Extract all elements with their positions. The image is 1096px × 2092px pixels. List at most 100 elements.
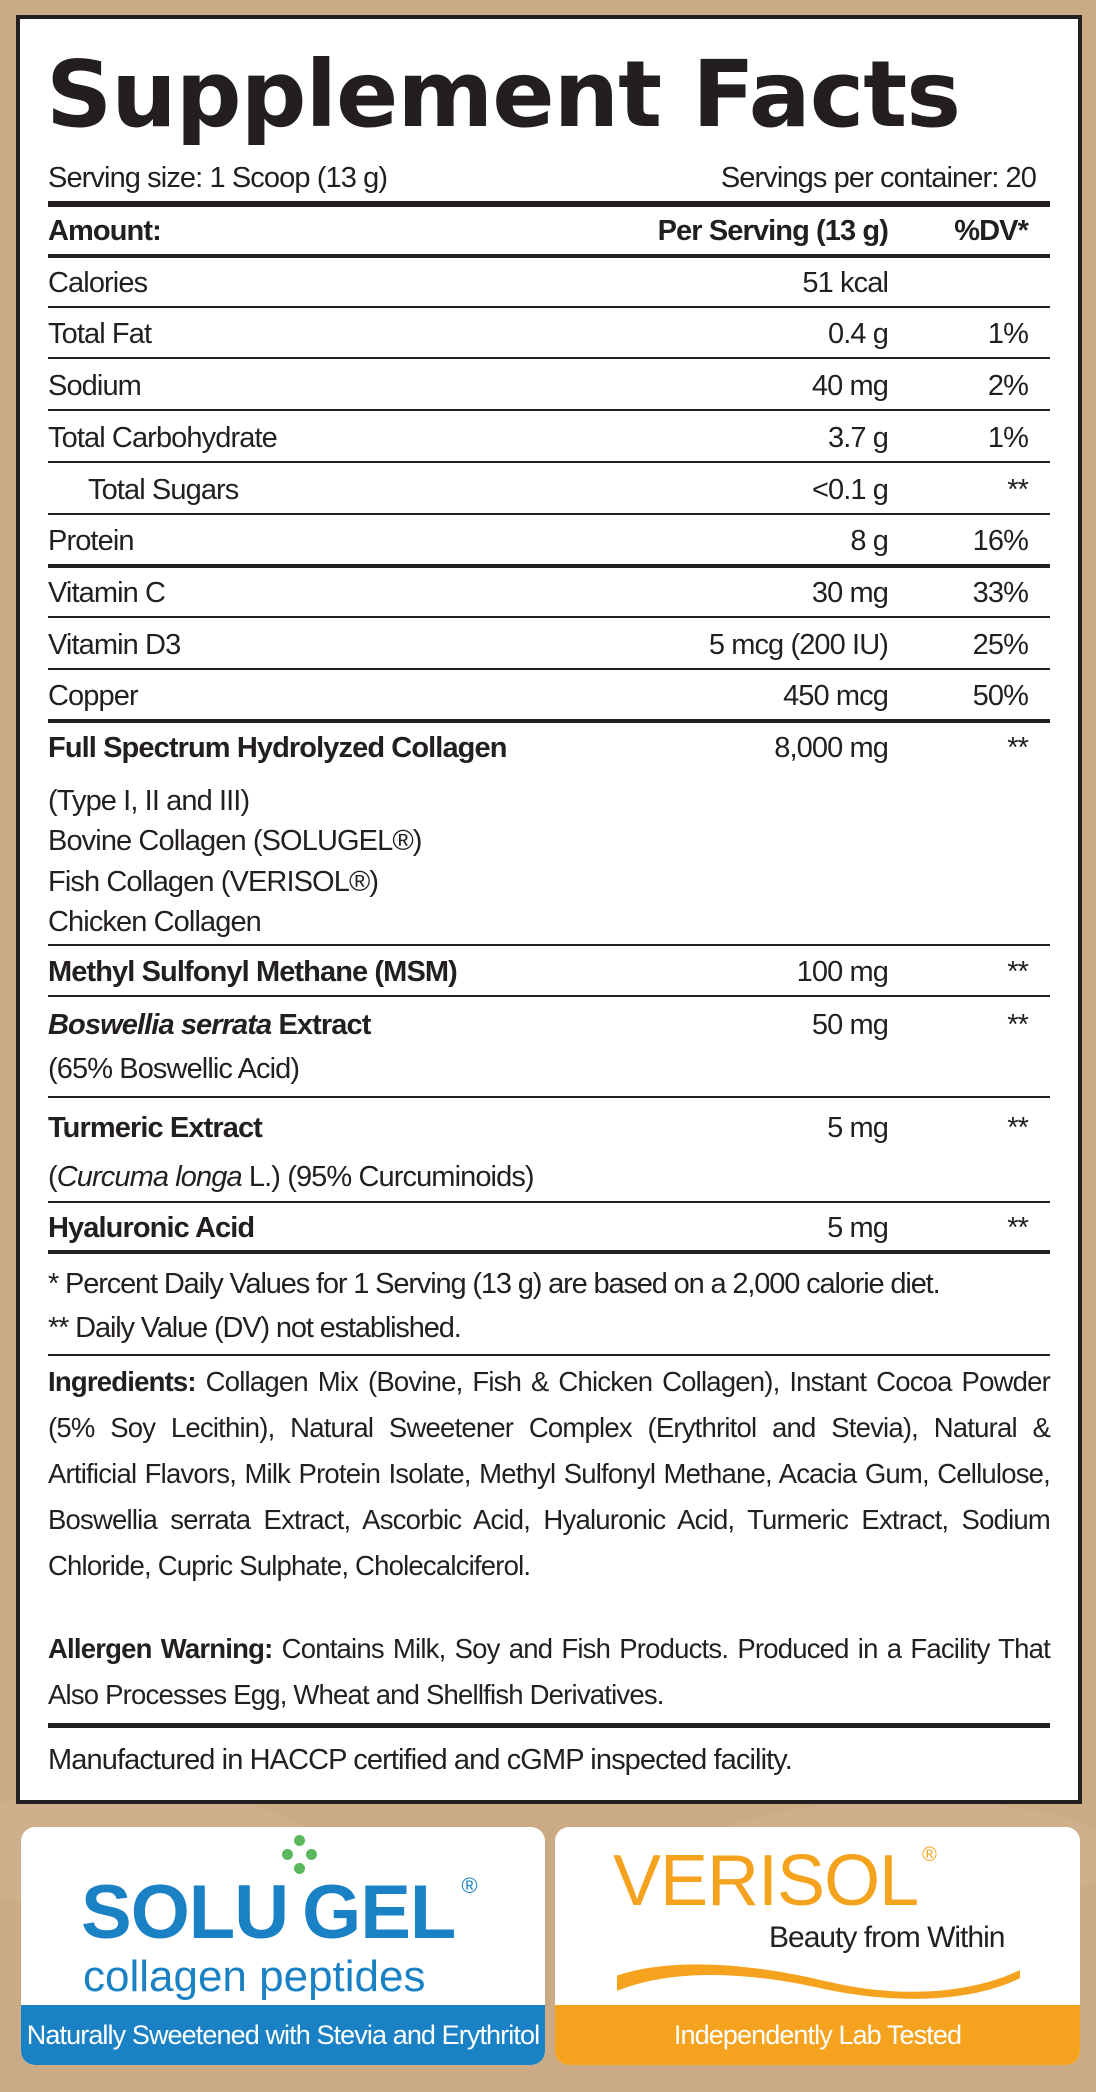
sub-ingredient: Chicken Collagen [48, 906, 262, 938]
amount-per-serving: 450 mcg [783, 680, 889, 712]
sub-ingredient-post: L.) (95% Curcuminoids) [241, 1161, 535, 1193]
serving-size: Serving size: 1 Scoop (13 g) [48, 162, 388, 194]
label-italic: Boswellia serrata [48, 1009, 272, 1041]
daily-value: ** [1007, 474, 1029, 506]
solugel-logo-right: GEL [302, 1870, 456, 1955]
daily-value: 33% [972, 577, 1029, 609]
sub-ingredient: (Curcuma longa L.) (95% Curcuminoids) [48, 1157, 535, 1197]
allergen-label: Allergen Warning: [48, 1633, 273, 1664]
amount-per-serving: 50 mg [811, 1009, 889, 1041]
sub-ingredient-pre: ( [48, 1161, 58, 1193]
lab-tested-banner: Independently Lab Tested [555, 2005, 1080, 2065]
allergen-text: Contains Milk, Soy and Fish Products. Pr… [48, 1633, 1051, 1710]
divider [48, 513, 1050, 515]
sub-ingredient: Bovine Collagen (SOLUGEL®) [48, 825, 422, 857]
nutrient-label: Copper [48, 680, 139, 712]
amount-per-serving: 5 mg [827, 1112, 889, 1144]
divider [48, 1250, 1050, 1254]
amount-per-serving: <0.1 g [811, 474, 889, 506]
daily-value: 1% [987, 422, 1029, 454]
nutrient-label: Vitamin D3 [48, 629, 181, 661]
sweetened-banner: Naturally Sweetened with Stevia and Eryt… [21, 2005, 545, 2065]
amount-per-serving: 51 kcal [802, 267, 888, 299]
divider [48, 668, 1050, 670]
nutrient-label: Sodium [48, 370, 142, 402]
verisol-wave-icon [617, 1964, 1020, 1999]
amount-per-serving: 30 mg [811, 577, 889, 609]
verisol-logo-text: VERISOL [613, 1841, 919, 1921]
daily-value: ** [1007, 732, 1029, 764]
nutrient-label: Turmeric Extract [48, 1112, 263, 1144]
ingredients-text: Collagen Mix (Bovine, Fish & Chicken Col… [48, 1366, 1051, 1581]
daily-value: 25% [972, 629, 1029, 661]
amount-per-serving: 0.4 g [828, 318, 889, 350]
nutrient-label: Calories [48, 267, 148, 299]
divider [48, 1723, 1050, 1728]
verisol-logo: VERISOL ® [613, 1844, 937, 1917]
nutrient-label: Full Spectrum Hydrolyzed Collagen [48, 732, 507, 764]
divider [48, 616, 1050, 618]
header-per-serving: Per Serving (13 g) [657, 215, 889, 247]
nutrient-label: Total Sugars [88, 474, 239, 506]
daily-value: 2% [987, 370, 1029, 402]
daily-value: ** [1007, 1112, 1029, 1144]
footnote-not-established: ** Daily Value (DV) not established. [48, 1312, 462, 1344]
nutrient-label: Protein [48, 525, 134, 557]
amount-per-serving: 100 mg [796, 956, 889, 988]
daily-value: ** [1007, 956, 1029, 988]
amount-per-serving: 40 mg [811, 370, 889, 402]
nutrient-label: Vitamin C [48, 577, 166, 609]
daily-value: 16% [972, 525, 1029, 557]
solugel-tagline: collagen peptides [83, 1952, 426, 2001]
header-dv: %DV* [954, 215, 1029, 247]
nutrient-label: Boswellia serrata Extract [48, 1005, 371, 1045]
divider [48, 564, 1050, 568]
sub-ingredient: (Type I, II and III) [48, 785, 250, 817]
divider [48, 461, 1050, 463]
supplement-facts-panel [16, 15, 1082, 1804]
solugel-logo: SOLU GEL ® [81, 1873, 478, 1951]
divider [48, 1354, 1050, 1356]
registered-mark: ® [461, 1873, 477, 1898]
footnote-dv: * Percent Daily Values for 1 Serving (13… [48, 1268, 941, 1300]
verisol-badge: VERISOL ® Beauty from Within Independentl… [555, 1827, 1080, 2065]
manufactured-statement: Manufactured in HACCP certified and cGMP… [48, 1744, 793, 1776]
page-title: Supplement Facts [46, 41, 961, 148]
divider [48, 409, 1050, 411]
nutrient-label: Hyaluronic Acid [48, 1212, 255, 1244]
ingredients-label: Ingredients: [48, 1366, 197, 1397]
divider [48, 254, 1050, 258]
sub-ingredient-italic: Curcuma longa [56, 1161, 243, 1193]
divider [48, 306, 1050, 308]
verisol-tagline: Beauty from Within [769, 1921, 1005, 1954]
sub-ingredient: (65% Boswellic Acid) [48, 1053, 300, 1085]
ingredients: Ingredients: Collagen Mix (Bovine, Fish … [48, 1359, 1051, 1589]
amount-per-serving: 8,000 mg [774, 732, 889, 764]
nutrient-label: Methyl Sulfonyl Methane (MSM) [48, 956, 458, 988]
daily-value: ** [1007, 1212, 1029, 1244]
amount-per-serving: 3.7 g [828, 422, 889, 454]
solugel-logo-left: SOLU [81, 1870, 289, 1955]
divider [48, 1201, 1050, 1203]
divider [48, 357, 1050, 359]
divider [48, 995, 1050, 997]
allergen-warning: Allergen Warning: Contains Milk, Soy and… [48, 1626, 1051, 1718]
servings-per-container: Servings per container: 20 [720, 162, 1037, 194]
sub-ingredient: Fish Collagen (VERISOL®) [48, 866, 379, 898]
label-text: Extract [271, 1009, 371, 1041]
nutrient-label: Total Carbohydrate [48, 422, 278, 454]
divider [48, 719, 1050, 723]
nutrient-label: Total Fat [48, 318, 152, 350]
header-amount: Amount: [48, 215, 162, 247]
amount-per-serving: 8 g [850, 525, 889, 557]
daily-value: ** [1007, 1009, 1029, 1041]
solugel-badge: SOLU GEL ® collagen peptides Naturally Swe… [21, 1827, 545, 2065]
amount-per-serving: 5 mcg (200 IU) [708, 629, 889, 661]
daily-value: 1% [987, 318, 1029, 350]
divider [48, 1096, 1050, 1098]
divider [48, 201, 1050, 207]
daily-value: 50% [972, 680, 1029, 712]
registered-mark: ® [922, 1844, 937, 1866]
amount-per-serving: 5 mg [827, 1212, 889, 1244]
divider [48, 944, 1050, 946]
